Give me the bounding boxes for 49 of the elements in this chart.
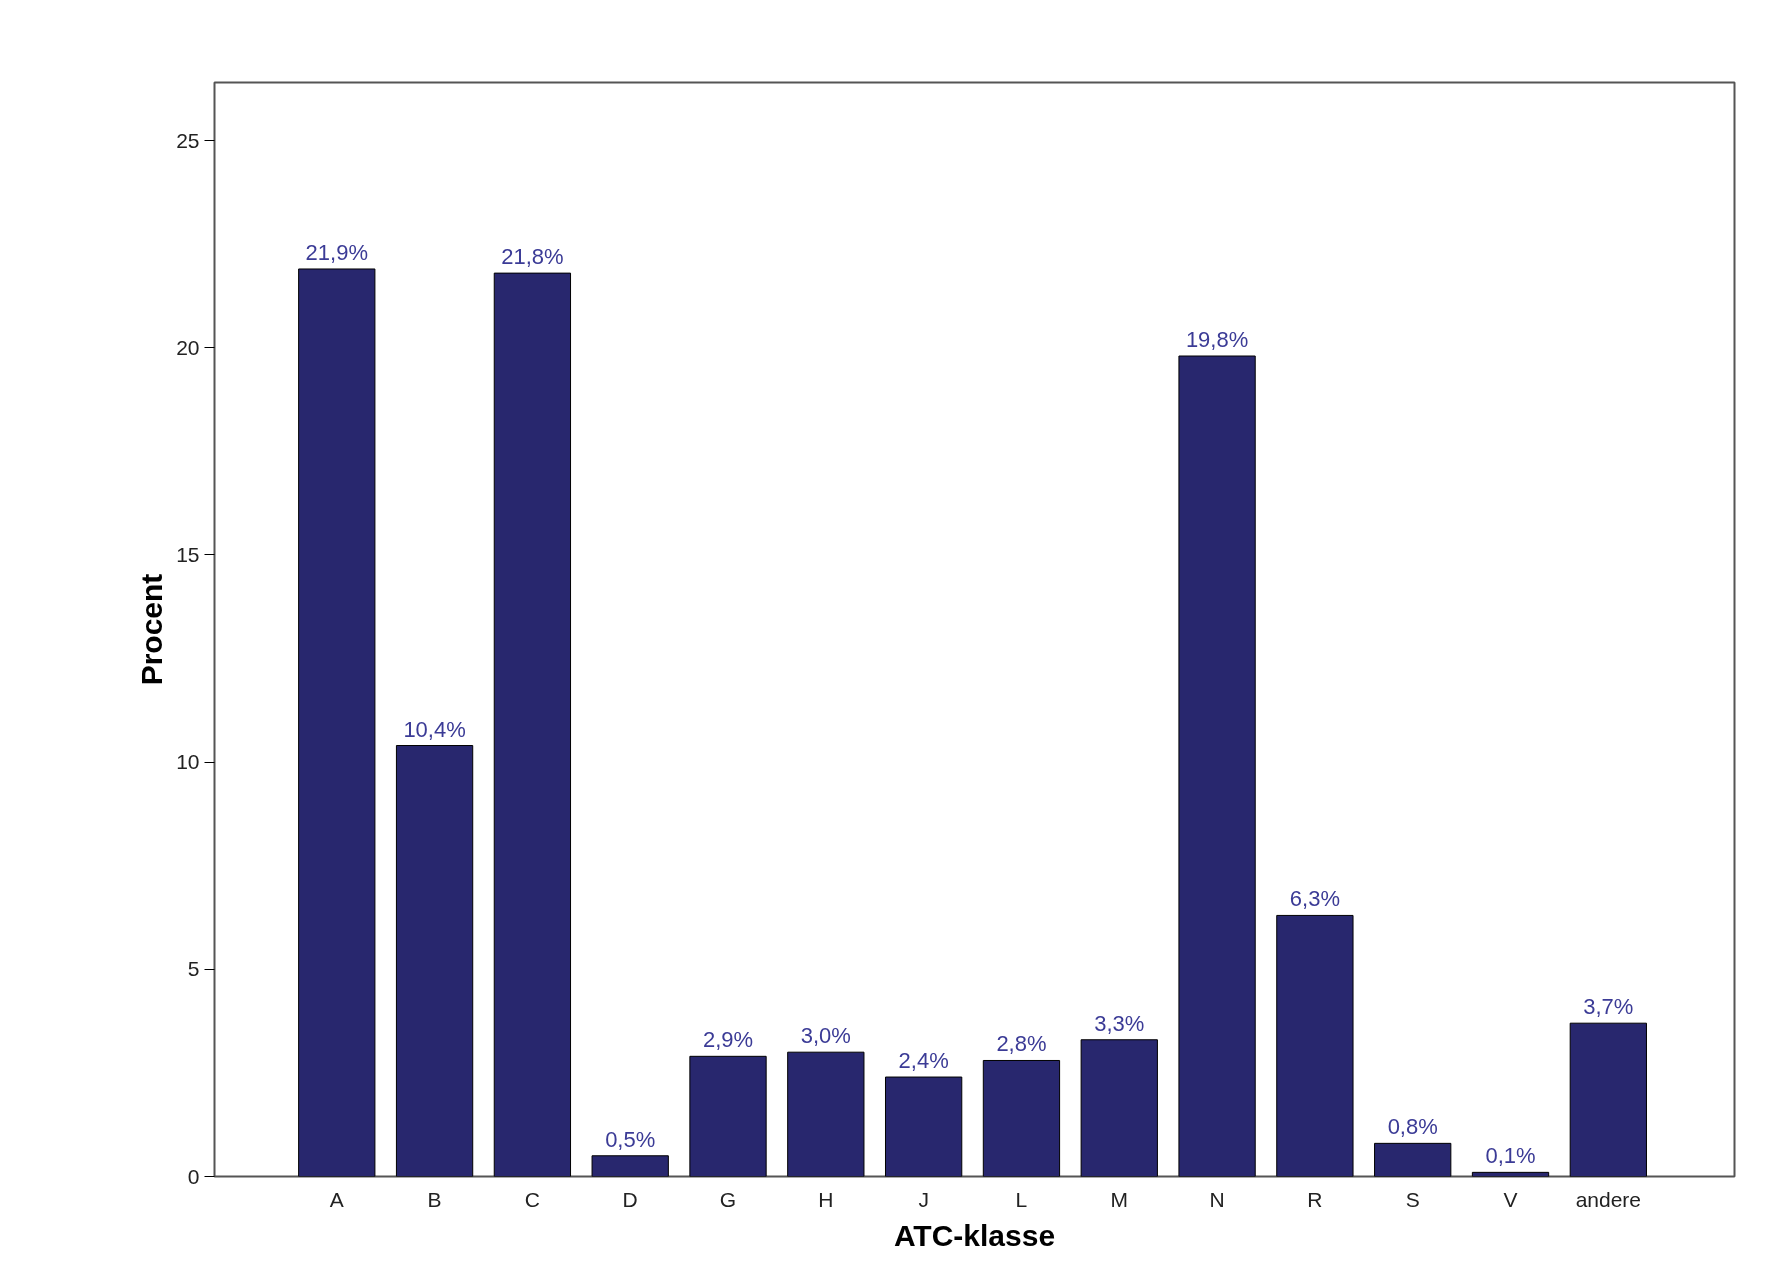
bar	[591, 1155, 669, 1177]
bar	[982, 1059, 1061, 1177]
bar	[395, 745, 474, 1177]
data-label: 0,5%	[605, 1126, 656, 1152]
data-label: 2,4%	[898, 1048, 949, 1074]
data-label: 3,7%	[1583, 994, 1634, 1020]
bar	[1178, 355, 1256, 1177]
data-label: 2,8%	[996, 1031, 1047, 1057]
x-tick-label: L	[1015, 1187, 1028, 1211]
data-label: 0,1%	[1485, 1143, 1536, 1169]
data-label: 21,8%	[501, 244, 564, 270]
data-label: 0,8%	[1387, 1114, 1438, 1140]
x-tick-label: S	[1405, 1187, 1420, 1211]
y-tick-label: 10	[176, 750, 200, 774]
data-label: 3,0%	[800, 1023, 851, 1049]
x-tick-label: C	[524, 1187, 540, 1211]
y-tick-label: 20	[176, 335, 200, 359]
x-axis-title: ATC-klasse	[893, 1218, 1056, 1252]
bar	[1080, 1039, 1158, 1177]
x-tick-label: M	[1110, 1187, 1129, 1211]
data-label: 3,3%	[1094, 1010, 1145, 1036]
y-tick-label: 5	[187, 957, 200, 981]
y-axis-title: Procent	[135, 573, 169, 686]
bar	[787, 1051, 865, 1177]
bar	[1276, 914, 1354, 1177]
data-label: 10,4%	[403, 716, 466, 742]
data-label: 6,3%	[1289, 886, 1340, 912]
x-tick-label: A	[329, 1187, 344, 1211]
x-tick-label: N	[1209, 1187, 1225, 1211]
x-tick-label: B	[427, 1187, 442, 1211]
y-tick-label: 0	[187, 1164, 200, 1188]
bar	[689, 1055, 767, 1177]
x-tick-label: G	[719, 1187, 737, 1211]
bar	[1374, 1142, 1452, 1177]
y-tick-label: 25	[176, 128, 200, 152]
x-tick-label: J	[918, 1187, 929, 1211]
bar	[884, 1076, 963, 1177]
y-tick-label: 15	[176, 542, 200, 566]
x-tick-label: H	[818, 1187, 834, 1211]
bar	[298, 268, 376, 1177]
bar	[1569, 1022, 1647, 1177]
bar	[493, 272, 572, 1177]
data-label: 19,8%	[1185, 327, 1249, 352]
x-tick-label: D	[622, 1187, 638, 1211]
x-tick-label: andere	[1575, 1187, 1642, 1211]
x-tick-label: V	[1503, 1187, 1518, 1211]
x-tick-label: R	[1307, 1187, 1323, 1211]
data-label: 2,9%	[702, 1027, 754, 1053]
data-label: 21,9%	[305, 239, 368, 265]
